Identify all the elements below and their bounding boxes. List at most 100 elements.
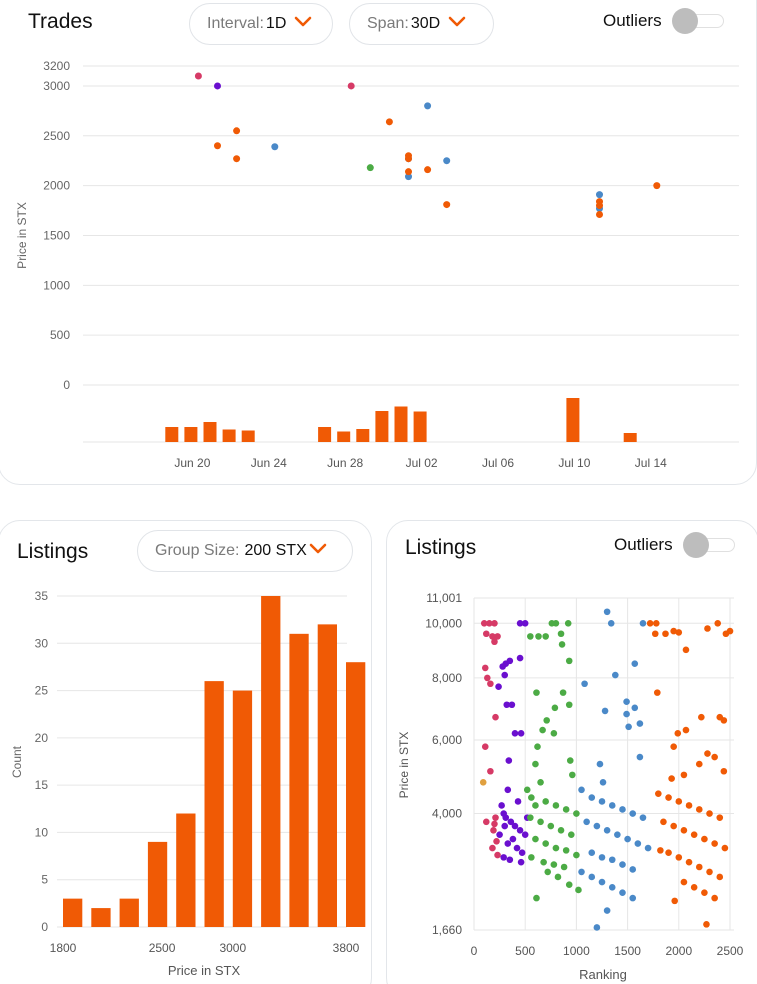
group-size-value: 200 STX [244,542,307,559]
toggle-knob [682,532,709,558]
listing-point [675,798,683,805]
trade-point [233,127,241,135]
listing-point [598,798,606,805]
listing-point [651,630,659,638]
listing-point [636,753,644,761]
listing-point [493,838,500,845]
listing-point [573,810,580,817]
interval-select[interactable]: Interval: 1D [189,3,333,45]
listing-point [680,771,688,779]
listing-point [517,730,525,737]
listing-point [644,844,652,852]
listing-point [491,619,498,627]
trades-outliers-toggle[interactable] [671,8,724,34]
listing-point [623,698,630,705]
listing-point [690,884,698,891]
listing-point [695,863,703,871]
listing-point [629,866,637,873]
trade-point [405,155,412,163]
listing-point [704,625,711,632]
trades-title: Trades [28,10,93,33]
listing-point [534,743,541,750]
listing-point [567,831,575,838]
listing-point [680,827,688,834]
listing-point [528,854,535,861]
span-select[interactable]: Span: 30D [349,3,494,45]
listing-point [516,827,524,834]
listing-point [533,894,540,902]
listing-point [668,775,675,782]
trade-point [424,166,432,174]
listing-point [685,802,693,809]
listing-point [614,831,621,838]
y-tick-label: 2000 [43,179,70,193]
y-tick-label: 20 [35,731,49,745]
listing-point [698,713,705,721]
listing-point [521,831,529,838]
listing-point [499,663,506,670]
listing-point [552,802,560,809]
listing-point [573,851,580,859]
listing-point [557,827,565,834]
listing-point [487,767,494,775]
listing-point [701,835,708,843]
listing-point [482,630,490,638]
listing-point [507,818,515,826]
listing-point [603,827,611,834]
listing-point [695,806,703,813]
listing-point [558,641,566,648]
listing-point [486,619,493,627]
histogram-bar [261,596,281,927]
listings-histogram-title: Listings [17,540,89,563]
listing-point [527,633,534,640]
histogram-bar [176,813,196,927]
y-tick-label: 5 [41,873,48,887]
listing-point [518,849,526,856]
listing-point [511,822,519,830]
histogram-bar [204,681,224,927]
x-tick-label: 2500 [149,941,176,955]
listing-point [542,840,549,847]
listing-point [506,856,514,864]
y-axis-label: Count [10,745,24,778]
listing-point [550,730,558,737]
x-tick-label: 1500 [614,944,641,958]
listing-point [670,743,677,750]
y-tick-label: 1,660 [432,923,462,937]
listing-point [711,753,718,761]
listing-point [500,854,507,861]
listing-point [569,771,576,779]
y-tick-label: 15 [35,778,49,792]
volume-bar [337,431,351,442]
listing-point [588,849,596,856]
interval-value: 1D [265,15,287,32]
listing-point [508,701,516,709]
volume-bar [241,430,255,442]
histogram-bar [119,898,139,927]
listing-point [494,851,501,859]
listing-point [496,831,503,838]
listing-point [495,683,502,690]
y-tick-label: 1500 [43,228,70,242]
listing-point [646,619,654,627]
listing-point [482,818,490,826]
listing-point [543,717,551,724]
listing-point [706,810,713,817]
listing-point [674,730,682,737]
listing-point [489,633,496,640]
listing-point [703,921,710,928]
listing-point [603,608,611,616]
listing-point [581,680,588,688]
group-size-select[interactable]: Group Size: 200 STX [137,530,353,572]
listing-point [722,630,730,638]
listing-point [583,818,590,826]
histogram-bar [63,898,83,927]
listing-point [516,654,524,662]
listing-point [551,704,559,712]
listing-point [517,858,525,866]
listings-outliers-toggle[interactable] [682,532,735,558]
listing-point [670,822,677,830]
listing-point [506,657,514,665]
y-tick-label: 500 [50,328,70,342]
listing-point [631,704,639,712]
